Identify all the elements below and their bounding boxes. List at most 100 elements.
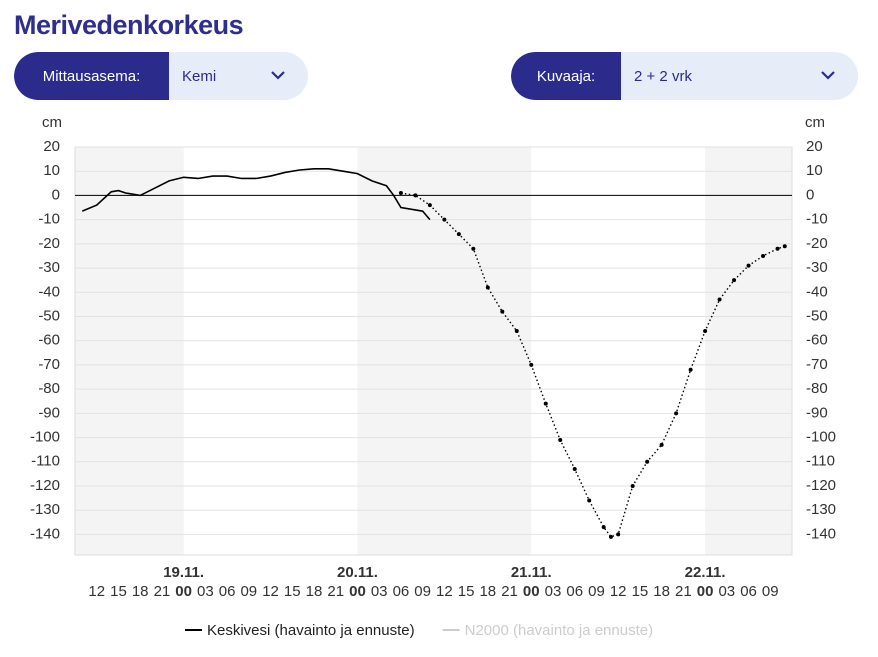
x-tick-label: 00 bbox=[523, 583, 540, 600]
y2-tick-label: -70 bbox=[806, 356, 828, 373]
y2-tick-label: -10 bbox=[806, 211, 828, 228]
x-tick-label: 06 bbox=[566, 583, 583, 600]
y2-tick-label: -110 bbox=[806, 453, 835, 470]
legend-label: N2000 (havainto ja ennuste) bbox=[465, 622, 653, 639]
y-tick-label: -110 bbox=[31, 453, 60, 470]
y2-tick-label: 20 bbox=[806, 138, 823, 155]
forecast-point bbox=[782, 244, 787, 249]
x-tick-label: 03 bbox=[545, 583, 562, 600]
y2-tick-label: -20 bbox=[806, 235, 828, 252]
forecast-point bbox=[746, 263, 751, 268]
x-tick-label: 03 bbox=[371, 583, 388, 600]
forecast-point bbox=[471, 246, 476, 251]
forecast-point bbox=[442, 217, 447, 222]
x-tick-label: 18 bbox=[479, 583, 496, 600]
forecast-point bbox=[543, 401, 548, 406]
forecast-point bbox=[608, 534, 613, 539]
y-tick-label: -130 bbox=[30, 501, 60, 518]
x-tick-label: 09 bbox=[414, 583, 431, 600]
select-label: Mittausasema: bbox=[14, 52, 169, 100]
y2-tick-label: -120 bbox=[806, 477, 836, 494]
chevron bbox=[271, 71, 285, 80]
x-tick-label: 15 bbox=[110, 583, 127, 600]
observed-line bbox=[81, 167, 431, 221]
plot-frame bbox=[74, 146, 793, 556]
forecast-point bbox=[601, 525, 606, 530]
x-tick-label: 12 bbox=[88, 583, 105, 600]
select-text: Kemi bbox=[182, 67, 217, 85]
station-select[interactable]: Mittausasema: Kemi bbox=[14, 52, 308, 100]
y-tick-label: -60 bbox=[38, 332, 60, 349]
y2-tick-label: -140 bbox=[806, 525, 836, 542]
x-tick-label: 15 bbox=[632, 583, 649, 600]
x-tick-label: 03 bbox=[197, 583, 214, 600]
forecast-point bbox=[616, 532, 621, 537]
forecast-point bbox=[703, 329, 708, 334]
y2-unit: cm bbox=[805, 114, 825, 131]
x-tick-label: 21 bbox=[501, 583, 518, 600]
x-tick-label: 06 bbox=[219, 583, 236, 600]
x-tick-label: 06 bbox=[393, 583, 410, 600]
legend-label: Keskivesi (havainto ja ennuste) bbox=[207, 622, 415, 639]
y-tick-label: -90 bbox=[38, 404, 60, 421]
x-tick-label: 18 bbox=[132, 583, 149, 600]
y-tick-label: 0 bbox=[52, 186, 60, 203]
x-tick-label: 21 bbox=[327, 583, 344, 600]
y-tick-label: -10 bbox=[38, 211, 60, 228]
select-value: Kemi bbox=[169, 52, 308, 100]
y-unit: cm bbox=[42, 114, 62, 131]
day-band bbox=[75, 147, 184, 555]
forecast-line bbox=[400, 192, 785, 538]
graph-select[interactable]: Kuvaaja: 2 + 2 vrk bbox=[511, 52, 858, 100]
y-tick-label: -120 bbox=[30, 477, 60, 494]
y-tick-label: -140 bbox=[30, 525, 60, 542]
y2-tick-label: -90 bbox=[806, 404, 828, 421]
x-tick-label: 09 bbox=[588, 583, 605, 600]
x-tick-label: 12 bbox=[610, 583, 627, 600]
x-tick-label: 00 bbox=[697, 583, 714, 600]
forecast-point bbox=[572, 467, 577, 472]
y2-tick-label: -60 bbox=[806, 332, 828, 349]
x-tick-label: 21 bbox=[154, 583, 171, 600]
x-tick-label: 18 bbox=[306, 583, 323, 600]
x-tick-label: 15 bbox=[284, 583, 301, 600]
forecast-point bbox=[427, 203, 432, 208]
forecast-point bbox=[456, 232, 461, 237]
y2-tick-label: 0 bbox=[806, 186, 814, 203]
x-day-label: 21.11. bbox=[511, 564, 552, 581]
forecast-point bbox=[659, 442, 664, 447]
forecast-point bbox=[688, 367, 693, 372]
y-tick-label: 20 bbox=[43, 138, 60, 155]
x-day-label: 22.11. bbox=[685, 564, 726, 581]
forecast-point bbox=[485, 285, 490, 290]
y2-tick-label: -40 bbox=[806, 283, 828, 300]
y2-tick-label: 10 bbox=[806, 162, 823, 179]
x-tick-label: 09 bbox=[240, 583, 257, 600]
forecast-point bbox=[761, 253, 766, 258]
day-band bbox=[357, 147, 532, 555]
forecast-point bbox=[500, 309, 505, 314]
forecast-point bbox=[775, 246, 780, 251]
forecast-point bbox=[558, 437, 563, 442]
forecast-point bbox=[529, 362, 534, 367]
forecast-point bbox=[630, 483, 635, 488]
forecast-point bbox=[674, 411, 679, 416]
y-tick-label: 10 bbox=[43, 162, 60, 179]
y-tick-label: -100 bbox=[30, 429, 60, 446]
x-tick-label: 00 bbox=[349, 583, 366, 600]
forecast-point bbox=[732, 278, 737, 283]
x-tick-label: 03 bbox=[718, 583, 735, 600]
x-tick-label: 15 bbox=[458, 583, 475, 600]
day-band bbox=[705, 147, 792, 555]
y2-tick-label: -30 bbox=[806, 259, 828, 276]
chevron bbox=[821, 71, 835, 80]
forecast-point bbox=[413, 193, 418, 198]
x-day-label: 20.11. bbox=[337, 564, 378, 581]
select-text: 2 + 2 vrk bbox=[634, 67, 692, 85]
forecast-point bbox=[645, 459, 650, 464]
x-tick-label: 18 bbox=[653, 583, 670, 600]
x-tick-label: 06 bbox=[740, 583, 757, 600]
page-title: Merivedenkorkeus bbox=[14, 10, 244, 40]
y-tick-label: -40 bbox=[38, 283, 60, 300]
